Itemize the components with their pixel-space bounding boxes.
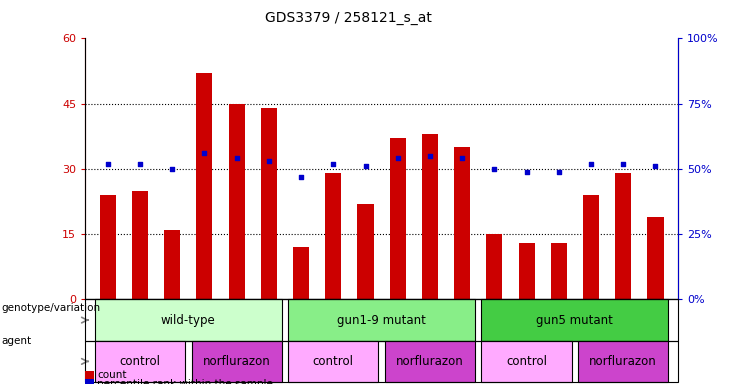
Bar	[288, 300, 475, 341]
Bar	[422, 134, 438, 300]
Point	[359, 163, 371, 169]
Text: norflurazon: norflurazon	[589, 355, 657, 368]
Bar	[228, 104, 245, 300]
Point	[295, 174, 307, 180]
Text: gun1-9 mutant: gun1-9 mutant	[337, 314, 426, 326]
Text: genotype/variation: genotype/variation	[1, 303, 101, 313]
Text: control: control	[313, 355, 353, 368]
Text: control: control	[506, 355, 547, 368]
Point	[392, 156, 404, 162]
Text: wild-type: wild-type	[161, 314, 216, 326]
Bar	[196, 73, 213, 300]
Bar	[95, 300, 282, 341]
Text: norflurazon: norflurazon	[396, 355, 464, 368]
Bar	[293, 247, 309, 300]
Bar	[583, 195, 599, 300]
Bar	[390, 139, 406, 300]
Bar	[615, 173, 631, 300]
Bar	[578, 341, 668, 382]
Point	[328, 161, 339, 167]
Text: count: count	[97, 370, 127, 380]
Bar	[191, 341, 282, 382]
Point	[456, 156, 468, 162]
Point	[102, 161, 113, 167]
Bar	[357, 204, 373, 300]
Bar	[482, 341, 572, 382]
Bar	[325, 173, 342, 300]
Bar	[486, 234, 502, 300]
Bar	[519, 243, 535, 300]
Point	[650, 163, 662, 169]
Point	[134, 161, 146, 167]
Point	[424, 153, 436, 159]
Bar	[288, 341, 379, 382]
Point	[166, 166, 178, 172]
Text: percentile rank within the sample: percentile rank within the sample	[97, 379, 273, 384]
Text: gun5 mutant: gun5 mutant	[536, 314, 614, 326]
Bar	[482, 300, 668, 341]
Bar	[385, 341, 475, 382]
Point	[488, 166, 500, 172]
Bar	[132, 191, 148, 300]
Point	[199, 150, 210, 156]
Bar	[165, 230, 180, 300]
Point	[553, 169, 565, 175]
Bar	[454, 147, 471, 300]
Point	[617, 161, 629, 167]
Point	[521, 169, 533, 175]
Bar	[261, 108, 277, 300]
Bar	[551, 243, 567, 300]
Bar	[95, 341, 185, 382]
Text: agent: agent	[1, 336, 32, 346]
Point	[585, 161, 597, 167]
Point	[263, 158, 275, 164]
Bar	[648, 217, 663, 300]
Point	[230, 156, 242, 162]
Text: control: control	[119, 355, 161, 368]
Bar	[100, 195, 116, 300]
Text: norflurazon: norflurazon	[203, 355, 270, 368]
Text: GDS3379 / 258121_s_at: GDS3379 / 258121_s_at	[265, 11, 432, 25]
